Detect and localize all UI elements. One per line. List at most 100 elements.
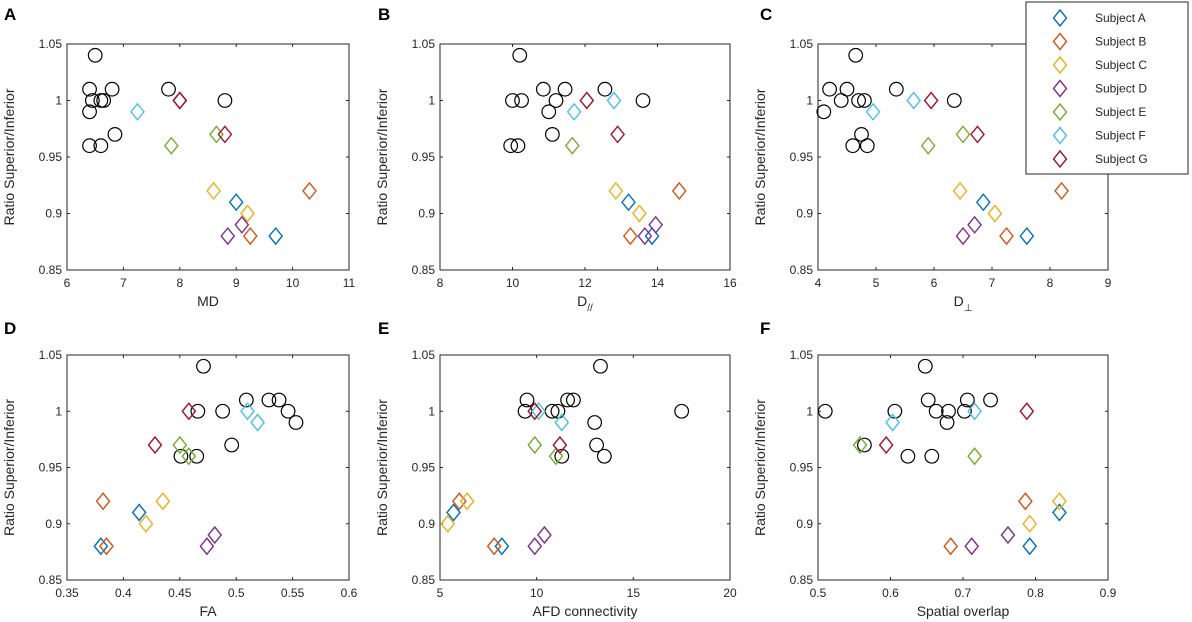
panel-d-circle-point: [224, 437, 240, 453]
panel-e-xtick-label: 15: [627, 586, 641, 600]
legend-subject-g-label: Subject G: [1095, 152, 1148, 166]
panel-c-xtick-label: 9: [1105, 276, 1112, 290]
panel-f-circle-point: [900, 448, 916, 464]
panel-c-subject-f-diamond: [906, 91, 922, 110]
panel-e-circle-point: [554, 448, 570, 464]
panel-c: C 4 5 6 7 8 9 0.85 0.9 0.95 1 1.05 D⊥ Ratio Superior/…: [752, 5, 1112, 314]
panel-d-ytick-label: 0.85: [39, 573, 63, 587]
panel-d-subject-d-diamond: [207, 525, 223, 545]
panel-f-ylabel: Ratio Superior/Inferior: [752, 399, 768, 536]
panel-f-circle-point: [917, 358, 933, 374]
panel-e-tag: E: [378, 319, 389, 338]
panel-f-circle-point: [957, 403, 972, 419]
panel-d-circle-point: [261, 392, 277, 408]
panel-c-xtick-label: 5: [873, 276, 880, 290]
panel-c-xtick-label: 6: [931, 276, 938, 290]
panel-d-tag: D: [4, 319, 16, 338]
panel-d-subject-a-diamond: [93, 537, 109, 556]
panel-c-subject-g-diamond: [923, 91, 939, 110]
panel-e-circle-point: [593, 358, 608, 374]
panel-e-xlabel: AFD connectivity: [532, 603, 637, 619]
panel-a-xtick-label: 6: [64, 276, 71, 290]
panel-d: D 0.35 0.4 0.45 0.5 0.55 0.6 0.85 0.9 0.95 1 1.05 FA…: [1, 319, 358, 619]
panel-d-ytick-label: 1.05: [39, 348, 63, 362]
panel-a-subject-a-diamond: [228, 193, 244, 212]
panel-b-ytick-label: 0.9: [418, 207, 435, 221]
legend-subject-b-label: Subject B: [1095, 35, 1146, 49]
panel-f-circle-point: [939, 415, 955, 430]
panel-f-subject-b-diamond: [1017, 492, 1033, 511]
panel-f-ytick-label: 1: [806, 404, 813, 418]
panel-f-subject-c-diamond: [1052, 492, 1067, 511]
panel-f-subject-e-diamond: [852, 435, 868, 455]
panel-f-xtick-label: 0.6: [882, 586, 899, 600]
panel-a-xlabel: MD: [197, 293, 219, 309]
panel-e-subject-a-diamond: [446, 503, 461, 522]
panel-c-subject-b-diamond: [1054, 181, 1070, 201]
panel-e-subject-c-diamond: [440, 514, 456, 533]
panel-f-subject-a-diamond: [1022, 537, 1038, 556]
panel-b-ytick-label: 1.05: [412, 37, 436, 51]
panel-b: B 8 10 12 14 16 0.85 0.9 0.95 1 1.05 D// Ratio Super…: [374, 5, 737, 314]
panel-c-circle-point: [839, 81, 855, 97]
panel-a-circle-point: [93, 93, 109, 108]
panel-b-circle-point: [510, 138, 526, 154]
panel-b-circle-point: [635, 93, 651, 108]
legend-subject-g-marker: [1052, 149, 1068, 169]
panel-e-ytick-label: 0.85: [412, 573, 436, 587]
panel-a-circle-point: [82, 138, 97, 154]
panel-d-circle-point: [238, 392, 254, 408]
panel-b-subject-f-diamond: [606, 91, 622, 110]
panel-a-subject-b-diamond: [302, 181, 317, 201]
panel-b-circle-point: [535, 81, 551, 97]
panel-c-circle-point: [857, 93, 872, 108]
panel-a-subject-d-diamond: [234, 215, 250, 234]
panel-a: A 6 7 8 9 10 11 0.85 0.9 0.95 1 1.05 MD Ratio Superio…: [1, 5, 356, 309]
panel-b-xtick-label: 12: [578, 276, 592, 290]
panel-c-xlabel-main: D: [954, 293, 964, 309]
legend-subject-c-label: Subject C: [1095, 58, 1147, 72]
panel-b-xlabel-sub: //: [587, 303, 593, 314]
panel-f-ytick-label: 0.95: [790, 461, 814, 475]
panel-b-ytick-label: 0.95: [412, 150, 436, 164]
panel-c-circle-point: [848, 47, 864, 63]
panel-b-circle-point: [557, 81, 573, 97]
panel-b-subject-a-diamond: [621, 193, 636, 212]
panel-b-circle-point: [505, 93, 520, 108]
panel-a-subject-g-diamond: [217, 125, 233, 144]
panel-c-ytick-label: 0.9: [796, 207, 813, 221]
panel-d-xtick-label: 0.35: [55, 586, 79, 600]
panel-d-circle-point: [189, 448, 205, 464]
panel-a-ytick-label: 0.9: [45, 207, 62, 221]
panel-f-subject-c-diamond: [1022, 514, 1038, 533]
panel-c-subject-d-diamond: [955, 226, 971, 246]
panel-e-xtick-label: 20: [723, 586, 737, 600]
panel-c-xtick-label: 7: [989, 276, 996, 290]
panel-f-circle-point: [928, 403, 944, 419]
panel-f-tag: F: [760, 319, 770, 338]
panel-b-tag: B: [378, 5, 390, 24]
panel-b-axes-box: [439, 43, 731, 271]
panel-c-subject-c-diamond: [987, 204, 1003, 223]
legend-subject-a-marker: [1052, 8, 1068, 28]
panel-d-xtick-label: 0.4: [115, 586, 132, 600]
panel-c-subject-a-diamond: [975, 193, 991, 212]
panel-c-subject-d-diamond: [967, 215, 983, 234]
panel-c-ytick-label: 1.05: [790, 37, 814, 51]
panel-b-xtick-label: 16: [723, 276, 737, 290]
panel-e-ylabel: Ratio Superior/Inferior: [374, 399, 390, 536]
panel-f-subject-f-diamond: [967, 402, 983, 421]
panel-f-xlabel-main: Spatial overlap: [917, 603, 1010, 619]
panel-d-subject-g-diamond: [147, 435, 163, 455]
panel-f-subject-g-diamond: [878, 435, 894, 455]
panel-c-subject-f-diamond: [865, 102, 881, 121]
panel-c-ytick-label: 0.85: [790, 263, 814, 277]
panel-d-subject-f-diamond: [240, 402, 255, 421]
panel-b-circle-point: [541, 104, 557, 120]
panel-e-circle-point: [519, 392, 535, 408]
panel-b-xlabel: D//: [577, 293, 593, 314]
panel-d-axes-box: [66, 354, 350, 581]
panel-a-subject-d-diamond: [220, 226, 236, 246]
panel-a-subject-f-diamond: [130, 102, 145, 121]
panel-d-subject-a-diamond: [131, 503, 147, 522]
